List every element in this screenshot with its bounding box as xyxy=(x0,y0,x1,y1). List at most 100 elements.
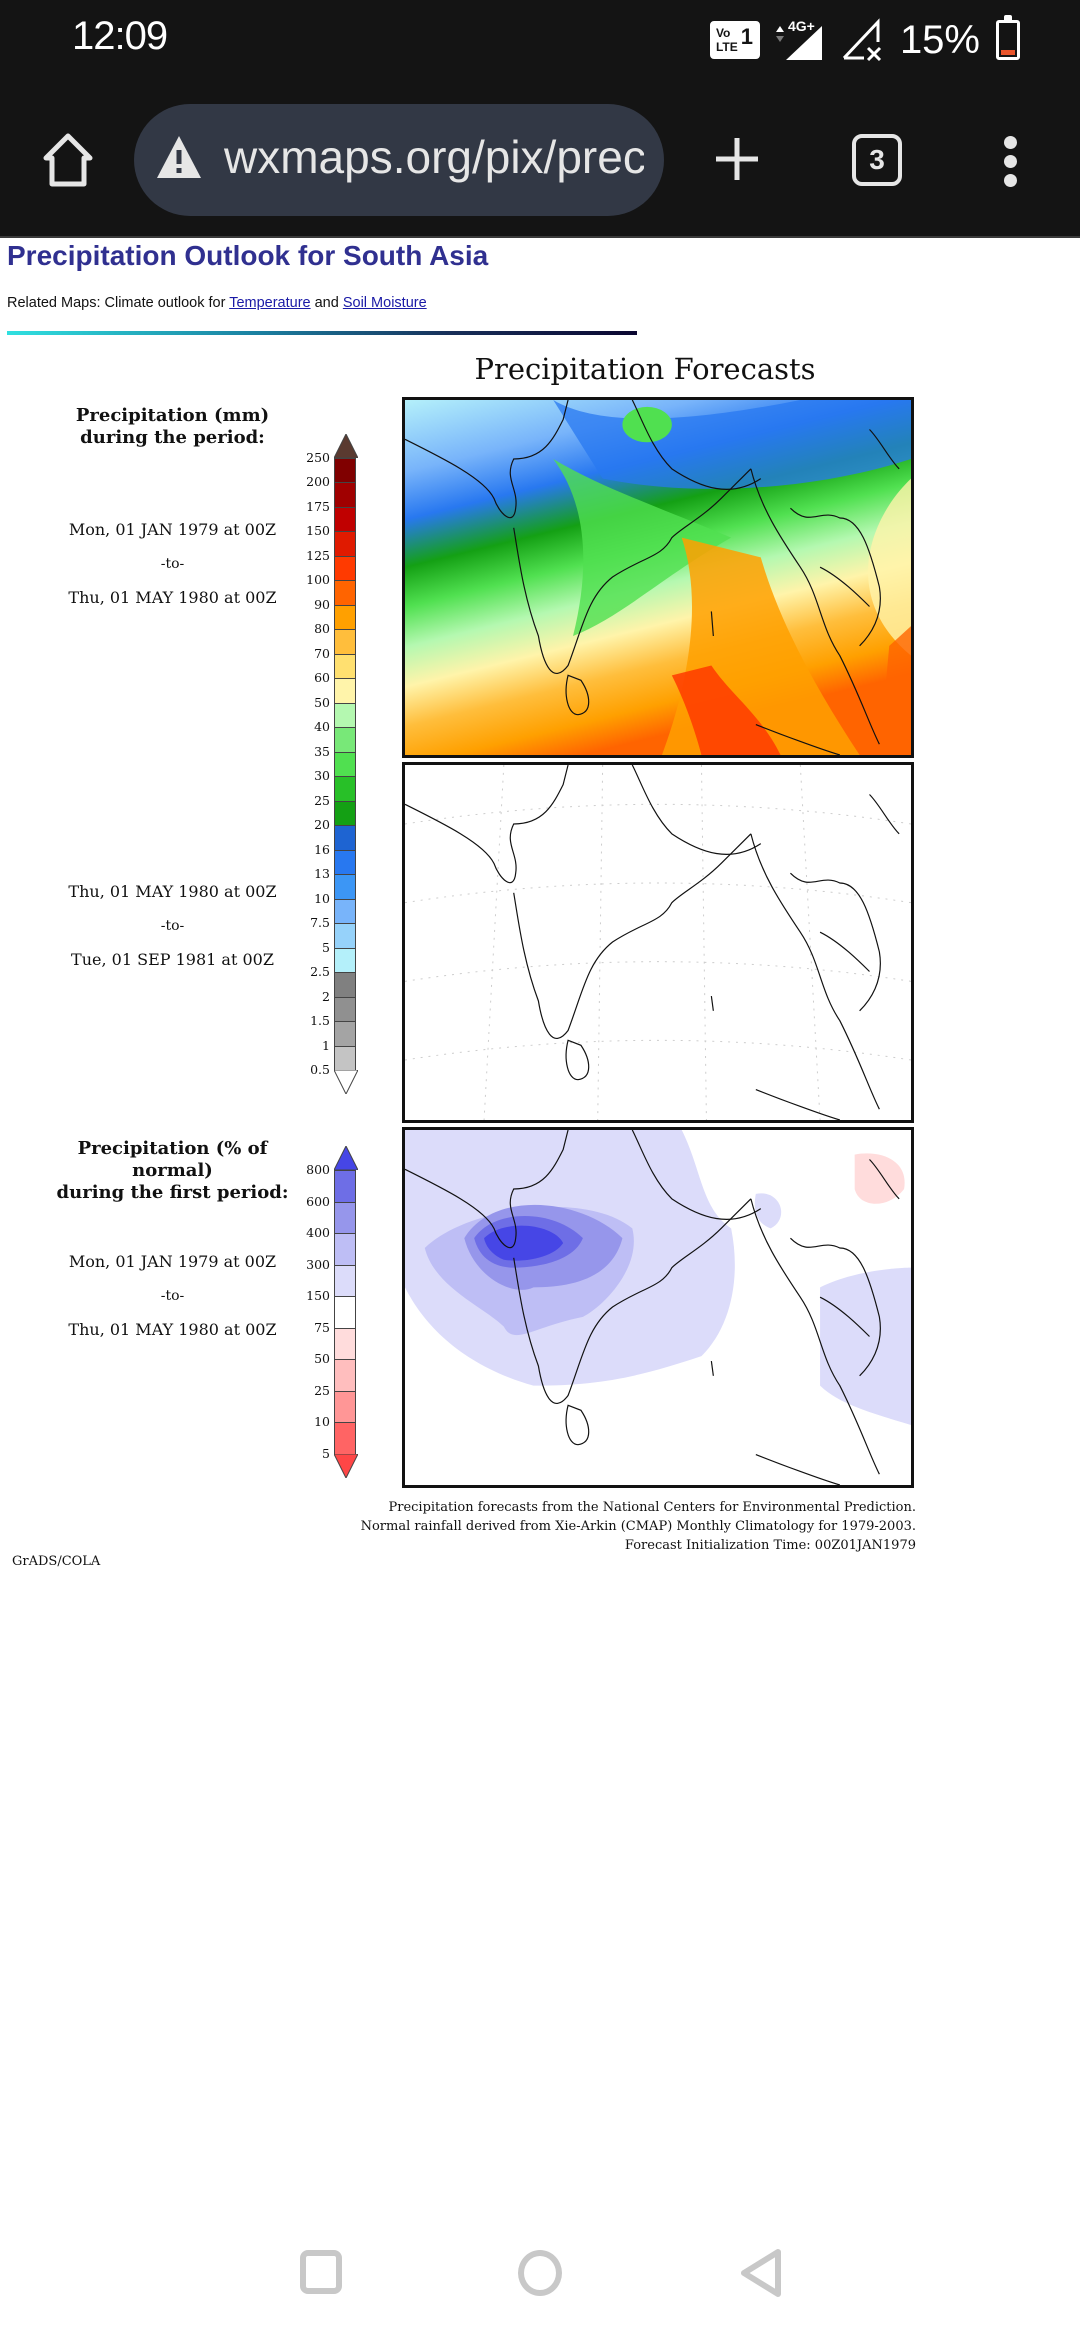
coastlines xyxy=(405,1130,900,1485)
graticule xyxy=(405,765,911,1120)
colorbar-tick-label: 2.5 xyxy=(310,964,330,980)
colorbar-segment xyxy=(334,629,356,655)
colorbar-tick-label: 250 xyxy=(306,450,330,465)
colorbar-tick-label: 10 xyxy=(314,1414,330,1430)
back-icon[interactable] xyxy=(740,2248,784,2298)
colorbar-tick-label: 60 xyxy=(314,670,330,686)
colorbar-tick-label: 80 xyxy=(314,621,330,637)
colorbar-segment xyxy=(334,653,356,680)
related-joiner: and xyxy=(310,295,343,311)
colorbar-segment xyxy=(334,1201,356,1235)
colorbar-tick-label: 800 xyxy=(306,1162,330,1177)
colorbar-segment xyxy=(334,1233,356,1266)
colorbar-tick-label: 175 xyxy=(306,498,330,514)
colorbar-tick-label: 25 xyxy=(314,1382,330,1398)
colorbar-segment xyxy=(334,776,356,802)
colorbar-top-arrow xyxy=(334,1146,358,1170)
figure-title: Precipitation Forecasts xyxy=(474,352,816,386)
browser-toolbar: wxmaps.org/pix/prec 3 xyxy=(0,80,1080,238)
coastlines xyxy=(405,765,900,1120)
colorbar-tick-label: 16 xyxy=(314,841,330,857)
colorbar-segment xyxy=(334,555,356,582)
colorbar-segment xyxy=(334,923,356,949)
url-bar[interactable]: wxmaps.org/pix/prec xyxy=(134,104,664,216)
pct-period-to: -to- xyxy=(160,1288,185,1304)
colorbar-tick-label: 75 xyxy=(314,1319,330,1335)
not-secure-warning-icon[interactable] xyxy=(154,132,204,182)
colorbar-segment xyxy=(334,702,356,729)
colorbar-tick-label: 300 xyxy=(306,1256,330,1272)
colorbar-tick-label: 30 xyxy=(314,768,330,784)
colorbar-segment xyxy=(334,727,356,753)
colorbar-tick-label: 1 xyxy=(322,1037,330,1053)
colorbar-segment xyxy=(334,1021,356,1047)
colorbar-segment xyxy=(334,849,356,876)
temperature-link[interactable]: Temperature xyxy=(229,295,311,311)
volte-icon: Vo LTE 1 xyxy=(709,21,760,59)
colorbar-tick-label: 7.5 xyxy=(310,915,330,931)
tab-switcher-icon[interactable]: 3 xyxy=(852,134,902,186)
colorbar-bottom-arrow xyxy=(334,1070,358,1094)
svg-text:4G+: 4G+ xyxy=(788,18,815,34)
percent-of-normal-map xyxy=(402,1127,914,1488)
related-maps: Related Maps: Climate outlook for Temper… xyxy=(7,295,427,311)
colorbar-tick-label: 5 xyxy=(322,939,330,955)
colorbar-tick-label: 400 xyxy=(306,1225,330,1241)
colorbar-segment xyxy=(334,1390,356,1424)
colorbar-tick-label: 5 xyxy=(322,1446,330,1461)
period1-end: Thu, 01 MAY 1980 at 00Z xyxy=(68,588,277,607)
grads-credit: GrADS/COLA xyxy=(12,1554,101,1569)
precipitation-period-1-map xyxy=(402,397,914,758)
colorbar-segment xyxy=(334,947,356,974)
period1-start: Mon, 01 JAN 1979 at 00Z xyxy=(68,520,277,539)
colorbar-tick-label: 70 xyxy=(314,645,330,661)
period2-to: -to- xyxy=(160,918,185,934)
colorbar-tick-label: 90 xyxy=(314,596,330,612)
footnote-init-time: Forecast Initialization Time: 00Z01JAN19… xyxy=(624,1538,916,1553)
colorbar-segment xyxy=(334,972,356,998)
battery-icon xyxy=(996,15,1020,60)
colorbar-tick-label: 10 xyxy=(314,890,330,906)
home-button-icon[interactable] xyxy=(518,2250,562,2296)
period2-end: Tue, 01 SEP 1981 at 00Z xyxy=(71,950,274,969)
legend1-title-line2: during the period: xyxy=(80,427,265,448)
colorbar-segment xyxy=(334,678,356,704)
legend2-title-line2: during the first period: xyxy=(56,1182,289,1203)
colorbar-tick-label: 600 xyxy=(306,1193,330,1209)
colorbar-tick-label: 13 xyxy=(314,866,330,882)
colorbar-segment xyxy=(334,1170,356,1203)
no-signal-icon xyxy=(842,18,881,62)
colorbar-segment xyxy=(334,580,356,606)
related-prefix: Related Maps: Climate outlook for xyxy=(7,295,230,311)
colorbar-tick-label: 50 xyxy=(314,694,330,710)
colorbar-segment xyxy=(334,1296,356,1329)
colorbar-segment xyxy=(334,996,356,1023)
colorbar-segment xyxy=(334,482,356,508)
colorbar-segment xyxy=(334,604,356,631)
new-tab-icon[interactable] xyxy=(712,134,762,184)
gradient-divider xyxy=(7,331,637,335)
colorbar-tick-label: 150 xyxy=(306,1288,330,1304)
home-icon[interactable] xyxy=(40,130,96,190)
more-menu-icon[interactable] xyxy=(1000,136,1020,187)
colorbar-segment xyxy=(334,458,356,484)
battery-percent: 15% xyxy=(899,17,980,62)
legend1-title-line1: Precipitation (mm) xyxy=(75,405,270,426)
colorbar-segment xyxy=(334,1359,356,1392)
colorbar-tick-label: 20 xyxy=(314,817,330,833)
url-text[interactable]: wxmaps.org/pix/prec xyxy=(224,131,644,183)
pct-period-start: Mon, 01 JAN 1979 at 00Z xyxy=(68,1252,277,1271)
soil-moisture-link[interactable]: Soil Moisture xyxy=(342,295,427,311)
recents-icon[interactable] xyxy=(300,2250,342,2294)
footnote-normal: Normal rainfall derived from Xie-Arkin (… xyxy=(360,1519,916,1534)
colorbar-tick-label: 25 xyxy=(314,792,330,808)
signal-4g-icon: 4G+ xyxy=(775,18,822,60)
colorbar-tick-label: 150 xyxy=(306,523,330,539)
colorbar-bottom-arrow xyxy=(334,1454,358,1478)
legend2-title-line1: Precipitation (% of normal) xyxy=(77,1138,268,1181)
pct-period-end: Thu, 01 MAY 1980 at 00Z xyxy=(68,1320,277,1339)
period1-to: -to- xyxy=(160,556,185,572)
colorbar-tick-label: 200 xyxy=(306,474,330,490)
percent-normal-colorbar: 800 600 400 300 150 75 50 25 10 5 xyxy=(306,1146,358,1478)
period2-start: Thu, 01 MAY 1980 at 00Z xyxy=(68,882,277,901)
